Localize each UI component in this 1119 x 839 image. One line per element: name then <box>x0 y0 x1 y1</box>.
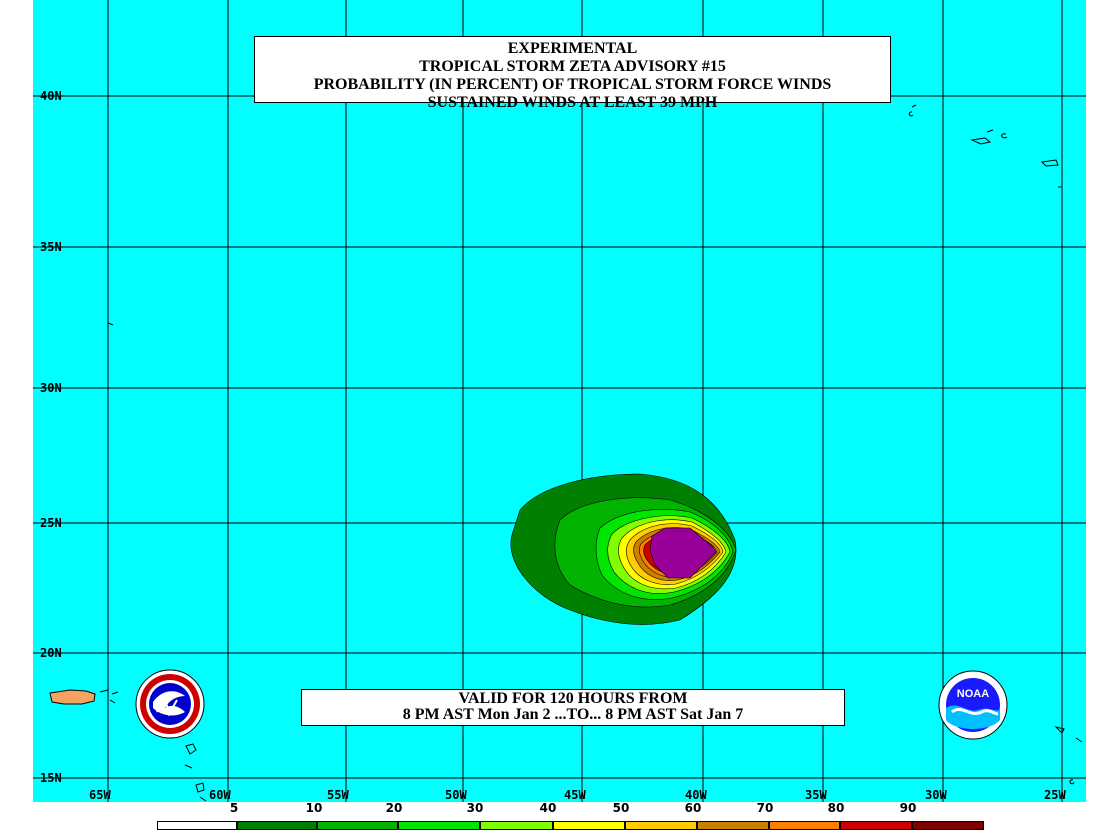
title-box: EXPERIMENTAL TROPICAL STORM ZETA ADVISOR… <box>254 36 891 111</box>
legend-swatch-7 <box>697 821 769 830</box>
lat-label-25n: 25N <box>40 516 62 530</box>
legend-swatch-8 <box>769 821 840 830</box>
lat-label-20n: 20N <box>40 646 62 660</box>
lon-label-55w: 55W <box>327 788 349 802</box>
legend-swatch-10 <box>912 821 984 830</box>
lon-label-30w: 30W <box>925 788 947 802</box>
probability-contours <box>510 473 737 625</box>
nws-logo-icon <box>135 669 205 739</box>
legend-label-80: 80 <box>827 801 845 815</box>
lon-label-40w: 40W <box>685 788 707 802</box>
legend-swatch-9 <box>840 821 912 830</box>
lon-label-25w: 25W <box>1044 788 1066 802</box>
ocean-area <box>33 0 1086 802</box>
lat-label-30n: 30N <box>40 381 62 395</box>
lat-label-40n: 40N <box>40 89 62 103</box>
lat-lon-grid <box>33 0 1086 802</box>
title-line-2: TROPICAL STORM ZETA ADVISORY #15 <box>419 58 726 75</box>
legend-label-90: 90 <box>899 801 917 815</box>
legend-label-5: 5 <box>229 801 239 815</box>
contour-95 <box>649 527 717 579</box>
legend-label-10: 10 <box>305 801 323 815</box>
legend-swatch-2 <box>317 821 398 830</box>
lat-label-15n: 15N <box>40 771 62 785</box>
valid-line-2: 8 PM AST Mon Jan 2 ...TO... 8 PM AST Sat… <box>402 706 744 723</box>
legend-label-30: 30 <box>466 801 484 815</box>
legend-swatch-4 <box>480 821 553 830</box>
lon-label-45w: 45W <box>564 788 586 802</box>
land-features <box>49 104 1083 802</box>
legend-label-20: 20 <box>385 801 403 815</box>
legend-swatch-1 <box>237 821 317 830</box>
lon-label-65w: 65W <box>89 788 111 802</box>
legend-swatch-5 <box>553 821 625 830</box>
title-line-1: EXPERIMENTAL <box>507 40 638 57</box>
legend-label-70: 70 <box>756 801 774 815</box>
legend-swatch-6 <box>625 821 697 830</box>
lon-label-50w: 50W <box>445 788 467 802</box>
legend-swatch-3 <box>398 821 480 830</box>
valid-period-box: VALID FOR 120 HOURS FROM 8 PM AST Mon Ja… <box>301 689 845 726</box>
puerto-rico-land <box>49 689 96 705</box>
lat-label-35n: 35N <box>40 240 62 254</box>
lon-label-35w: 35W <box>805 788 827 802</box>
legend-swatch-0 <box>157 821 237 830</box>
title-line-3: PROBABILITY (IN PERCENT) OF TROPICAL STO… <box>313 76 832 93</box>
title-line-4: SUSTAINED WINDS AT LEAST 39 MPH <box>427 94 718 111</box>
legend-label-60: 60 <box>684 801 702 815</box>
lon-label-60w: 60W <box>209 788 231 802</box>
legend-label-40: 40 <box>539 801 557 815</box>
noaa-logo-icon: NOAA <box>938 670 1008 740</box>
legend-label-50: 50 <box>612 801 630 815</box>
noaa-logo-text: NOAA <box>957 688 989 700</box>
valid-line-1: VALID FOR 120 HOURS FROM <box>458 690 688 707</box>
